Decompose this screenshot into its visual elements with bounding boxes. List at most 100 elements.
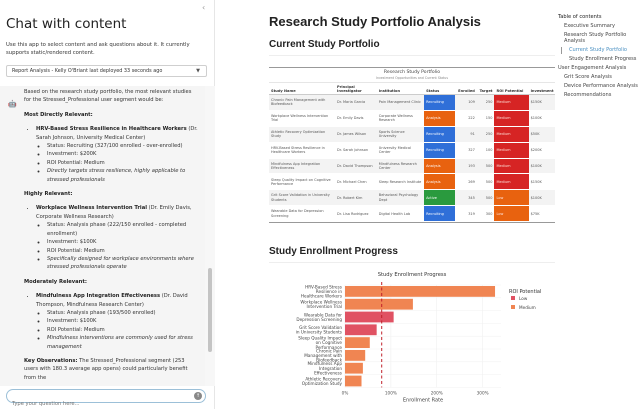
- table-cell-institution: Corporate Wellness Research: [376, 110, 425, 127]
- table-cell-enrolled: 222: [454, 110, 477, 127]
- y-tick-label-line: Management with: [304, 353, 342, 358]
- legend-swatch[interactable]: [511, 296, 515, 300]
- chat-scrollbar-thumb[interactable]: [208, 268, 212, 352]
- table-cell-roi-potential: Low: [494, 189, 529, 207]
- table-cell-study-name: Athletic Recovery Optimization Study: [269, 126, 335, 143]
- y-tick-label-line: Resilience in: [316, 289, 343, 294]
- table-cell-institution: Behavioral Psychology Dept: [376, 189, 425, 207]
- table-cell-target: 250: [476, 94, 495, 111]
- section-heading-enrollment: Study Enrollment Progress: [269, 246, 398, 257]
- question-input[interactable]: [7, 398, 187, 409]
- toc-item[interactable]: Grit Score Analysis: [564, 74, 612, 81]
- table-cell-investment: $200K: [528, 142, 555, 159]
- bar[interactable]: [345, 337, 370, 348]
- table-cell-enrolled: 269: [454, 173, 477, 191]
- chevron-down-icon: ▼: [196, 68, 200, 74]
- bar[interactable]: [345, 311, 394, 323]
- table-cell-roi-potential: Medium: [494, 173, 529, 191]
- toc-item[interactable]: Study Enrollment Progress: [569, 56, 637, 63]
- table-cell-enrolled: 109: [454, 94, 477, 111]
- column-header[interactable]: Institution: [376, 82, 425, 95]
- message-intro: Based on the research study portfolio, t…: [24, 89, 192, 104]
- table-cell-target: 300: [476, 205, 495, 223]
- toc-item[interactable]: Current Study Portfolio: [561, 47, 640, 54]
- study-roi: ROI Potential: Medium: [47, 326, 200, 334]
- bar[interactable]: [345, 362, 363, 374]
- study-details: Status: Analysis phase (193/500 enrolled…: [47, 309, 200, 351]
- y-tick-label-line: Optimization Study: [302, 381, 343, 386]
- column-header[interactable]: Investment: [528, 82, 555, 95]
- collapse-sidebar-icon[interactable]: ‹: [202, 3, 206, 12]
- send-icon[interactable]: ↑: [194, 392, 202, 400]
- bar[interactable]: [345, 286, 496, 297]
- table-cell-study-name: Sleep Quality Impact on Cognitive Perfor…: [269, 173, 335, 191]
- table-cell-investment: $50K: [528, 126, 555, 143]
- toc-item[interactable]: Recommendations: [564, 91, 612, 98]
- table-cell-enrolled: 345: [454, 189, 477, 207]
- y-tick-label-line: Athletic Recovery: [305, 376, 342, 381]
- table-cell-target: 500: [476, 189, 495, 207]
- y-tick-label-line: Biofeedback: [316, 358, 342, 363]
- bar[interactable]: [345, 298, 413, 310]
- toc-item[interactable]: Executive Summary: [564, 23, 616, 29]
- y-tick-label: Mindfulness App Integration Effectiveness: [308, 361, 343, 375]
- legend-swatch[interactable]: [511, 305, 515, 309]
- column-header[interactable]: Enrolled: [454, 82, 477, 95]
- table-cell-investment: $100K: [528, 189, 555, 207]
- report-content: Research Study Portfolio Analysis Curren…: [215, 0, 555, 409]
- bar[interactable]: [345, 375, 362, 387]
- table-cell-status: Recruiting: [424, 205, 455, 223]
- divider: [269, 222, 555, 224]
- study-name: Workplace Wellness Intervention Trial: [36, 205, 147, 212]
- y-tick-label-line: Depression Screening: [296, 317, 342, 322]
- y-tick-label-line: Mindfulness App: [308, 361, 343, 366]
- chat-scrollbar[interactable]: [205, 86, 215, 386]
- table-cell-roi-potential: Medium: [494, 110, 529, 127]
- table-cell-target: 150: [476, 110, 495, 127]
- table-cell-investment: $75K: [528, 205, 555, 223]
- column-header[interactable]: ROI Potential: [494, 82, 529, 95]
- relevance-heading: Moderately Relevant:: [24, 278, 200, 286]
- table-title: Research Study Portfolio: [383, 70, 441, 75]
- enrollment-chart: Study Enrollment Progress HRV-Based Stres…: [296, 272, 542, 403]
- column-header[interactable]: Status: [424, 82, 455, 95]
- study-item: HRV-Based Stress Resilience in Healthcar…: [36, 125, 200, 184]
- x-tick-label: 200%: [431, 390, 443, 395]
- chart-title: Study Enrollment Progress: [378, 272, 447, 278]
- study-investment: Investment: $100K: [47, 317, 200, 325]
- table-cell-status: Analysis: [424, 110, 455, 127]
- table-row: Sleep Quality Impact on Cognitive Perfor…: [269, 173, 555, 191]
- toc-item[interactable]: Device Performance Analysis: [564, 82, 638, 89]
- table-cell-roi-potential: Medium: [494, 94, 529, 111]
- table-row: Athletic Recovery Optimization Study Dr. …: [269, 126, 555, 143]
- column-header[interactable]: Target: [476, 82, 495, 95]
- y-tick-label-line: Wearable Data for: [304, 312, 342, 317]
- chat-messages[interactable]: 🤖 Based on the research study portfolio,…: [0, 86, 205, 386]
- study-note: Specifically designed for workplace envi…: [47, 255, 200, 272]
- table-cell-institution: Sports Science University: [376, 126, 425, 143]
- content-select[interactable]: Report Analysis - Kelly O'Briant last de…: [6, 65, 207, 77]
- column-header[interactable]: Study Name: [269, 82, 335, 95]
- divider: [269, 55, 555, 56]
- toc-item[interactable]: User Engagement Analysis: [558, 65, 627, 72]
- column-header[interactable]: Principal Investigator: [335, 82, 377, 95]
- study-roi: ROI Potential: Medium: [47, 247, 200, 255]
- robot-icon: 🤖: [8, 100, 17, 108]
- bar[interactable]: [345, 350, 366, 361]
- question-input-box[interactable]: ↑: [6, 389, 206, 409]
- y-tick-label-line: Intervention Trial: [307, 304, 342, 309]
- y-tick-label: Chronic Pain Management with Biofeedback: [304, 348, 342, 362]
- y-tick-label-line: HRV-Based Stress: [305, 284, 342, 289]
- table-cell-study-name: Chronic Pain Management with Biofeedback: [269, 94, 335, 111]
- toc-item[interactable]: Research Study Portfolio Analysis: [564, 31, 627, 45]
- legend-label[interactable]: Low: [519, 296, 528, 301]
- table-cell-investment: $100K: [528, 158, 555, 175]
- table-cell-principal-investigator: Dr. Emily Davis: [335, 110, 377, 127]
- study-investment: Investment: $200K: [47, 150, 200, 158]
- bar[interactable]: [345, 324, 377, 336]
- study-note: Directly targets stress resilience, high…: [47, 167, 200, 184]
- table-cell-study-name: Workplace Wellness Intervention Trial: [269, 110, 335, 127]
- y-tick-label: Sleep Quality Impact on Cognitive Performa…: [298, 336, 342, 350]
- assistant-message: Based on the research study portfolio, t…: [24, 88, 200, 386]
- legend-label[interactable]: Medium: [519, 305, 536, 310]
